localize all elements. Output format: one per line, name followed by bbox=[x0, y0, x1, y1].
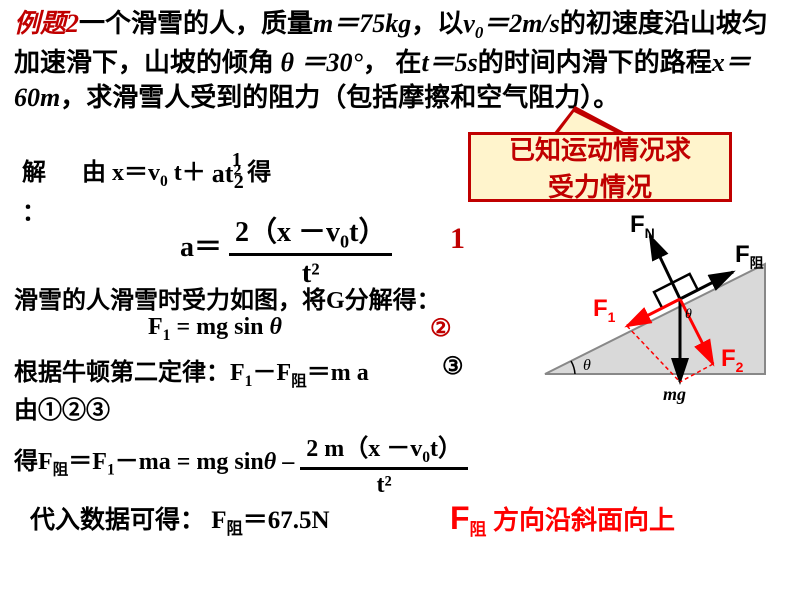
circled-2: ② bbox=[430, 314, 452, 343]
a-frac: 2（x －v0t） t² bbox=[229, 210, 392, 290]
rt2: 0 bbox=[422, 449, 430, 466]
p10: t＝5s bbox=[421, 48, 477, 77]
svg-text:F1: F1 bbox=[593, 295, 616, 325]
svg-text:FN: FN bbox=[630, 214, 655, 241]
rt3: t） bbox=[430, 436, 462, 462]
r2: 阻 bbox=[53, 462, 69, 479]
p13: ，求滑雪人受到的阻力（包括摩擦和空气阻力）。 bbox=[60, 83, 619, 112]
s1: 代入数据可得： F bbox=[30, 507, 227, 534]
a-eq: a＝ bbox=[180, 232, 222, 263]
newton-line: 根据牛顿第二定律：F1－F阻＝m a bbox=[14, 352, 369, 391]
by-line: 由①②③ bbox=[14, 390, 110, 425]
r5: －ma = mg sin bbox=[115, 449, 264, 475]
nw5: ＝m a bbox=[307, 360, 369, 386]
eq1-sub: 0 bbox=[160, 173, 168, 190]
svg-text:θ: θ bbox=[685, 307, 692, 322]
svg-text:mg: mg bbox=[663, 384, 686, 404]
p9: ， 在 bbox=[363, 48, 422, 77]
you: 由 bbox=[82, 160, 106, 186]
rt4: t² bbox=[300, 470, 468, 499]
de: 得 bbox=[247, 160, 271, 186]
d2: 阻 bbox=[470, 520, 487, 539]
direction-line: F阻 方向沿斜面向上 bbox=[450, 500, 675, 540]
two: 2 bbox=[234, 171, 244, 194]
r1: 得F bbox=[14, 449, 53, 475]
p11: 的时间内滑下的路程 bbox=[478, 48, 712, 77]
colon: ： bbox=[22, 192, 46, 227]
f1: F bbox=[148, 314, 163, 340]
theta-label: θ bbox=[583, 357, 591, 374]
nw3: －F bbox=[252, 360, 291, 386]
callout-box: 已知运动情况求 受力情况 bbox=[468, 132, 732, 202]
eq1-t: t＋ bbox=[168, 160, 206, 186]
problem-statement: 例题2一个滑雪的人，质量m＝75kg，以v0＝2m/s的初速度沿山坡匀加速滑下，… bbox=[14, 6, 780, 115]
s3: ＝67.5N bbox=[243, 507, 330, 534]
s2: 阻 bbox=[227, 520, 243, 538]
callout-line2: 受力情况 bbox=[509, 167, 691, 204]
eq1-lhs: x＝v bbox=[112, 160, 160, 186]
r3: ＝F bbox=[68, 449, 107, 475]
result-frac: 2 m（x －v0t） t² bbox=[300, 428, 468, 499]
f1sub: 1 bbox=[163, 327, 171, 344]
decomposition-text: 滑雪的人滑雪时受力如图，将G分解得： bbox=[14, 280, 441, 315]
p2: m＝75kg bbox=[313, 9, 411, 38]
substitution-line: 代入数据可得： F阻＝67.5N bbox=[30, 500, 330, 539]
p5: 0 bbox=[475, 23, 483, 42]
circled-1: 1 bbox=[450, 222, 465, 256]
a-top-end: t） bbox=[349, 217, 386, 248]
callout-line1: 已知运动情况求 bbox=[509, 130, 691, 167]
p3: ，以 bbox=[411, 9, 463, 38]
half-frac: at² 1 2 bbox=[212, 159, 241, 189]
result-line: 得F阻＝F1－ma = mg sinθ – 2 m（x －v0t） t² bbox=[14, 428, 468, 499]
free-body-diagram: θ FN F阻 mg F1 F2 θ bbox=[535, 214, 785, 404]
theta1: θ bbox=[270, 314, 282, 340]
svg-text:F阻: F阻 bbox=[735, 241, 764, 271]
f1-equation: F1 = mg sin θ bbox=[148, 314, 282, 345]
p6: ＝2m/s bbox=[483, 9, 560, 38]
one: 1 bbox=[232, 149, 242, 172]
r7: – bbox=[276, 449, 300, 475]
jie: 解 bbox=[22, 160, 46, 186]
a-top-sub: 0 bbox=[340, 232, 349, 252]
p4: v bbox=[463, 9, 475, 38]
rt1: 2 m（x －v bbox=[306, 436, 422, 462]
d1: F bbox=[450, 500, 470, 536]
r4: 1 bbox=[107, 462, 115, 479]
p1: 一个滑雪的人，质量 bbox=[79, 9, 313, 38]
circled-3: ③ bbox=[442, 352, 464, 381]
f1eq: = mg sin bbox=[176, 314, 263, 340]
r6: θ bbox=[264, 449, 276, 475]
p8: θ ＝30° bbox=[281, 48, 363, 77]
a-top: 2（x －v bbox=[235, 217, 340, 248]
nw1: 根据牛顿第二定律：F bbox=[14, 360, 245, 386]
d3: 方向沿斜面向上 bbox=[486, 506, 675, 535]
solution-start: 解 由 x＝v0 t＋ at² 1 2 得 bbox=[22, 152, 271, 191]
example-label: 例题2 bbox=[14, 9, 79, 38]
equation-a: a＝ 2（x －v0t） t² bbox=[180, 210, 392, 290]
nw4: 阻 bbox=[291, 373, 307, 390]
